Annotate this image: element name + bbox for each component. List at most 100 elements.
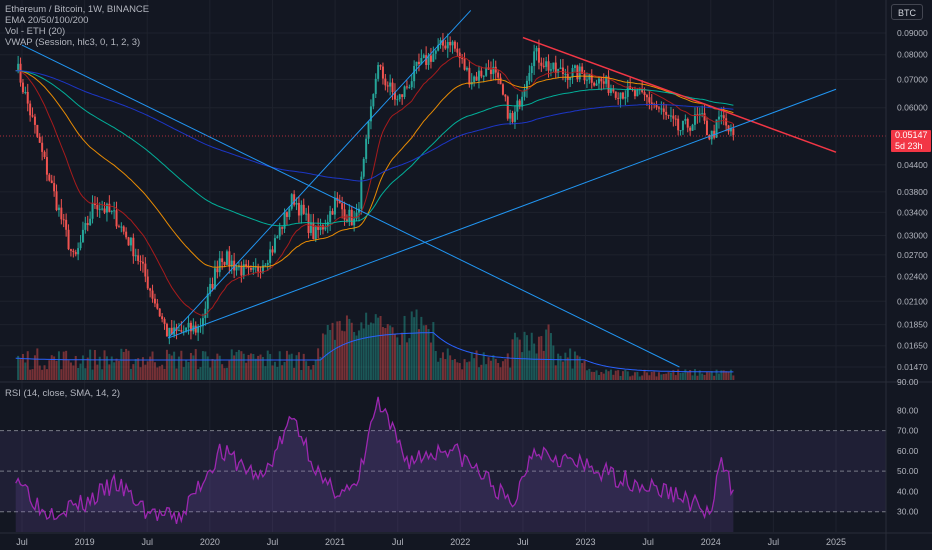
- volume-bar: [566, 357, 569, 380]
- volume-bar: [693, 369, 696, 380]
- candle-body: [338, 200, 341, 204]
- volume-bar: [293, 367, 296, 380]
- candle-body: [614, 91, 617, 98]
- last-price-badge: 0.05147 5d 23h: [891, 130, 931, 152]
- volume-bar: [192, 355, 195, 380]
- volume-bar: [672, 370, 675, 380]
- candle-body: [197, 326, 200, 333]
- candle-body: [240, 266, 243, 276]
- candle-body: [127, 237, 130, 246]
- volume-bar: [101, 369, 104, 380]
- volume-bar: [273, 361, 276, 380]
- candle-body: [473, 76, 476, 83]
- volume-bar: [545, 329, 548, 380]
- volume-bar: [50, 355, 53, 380]
- volume-bar: [420, 316, 423, 380]
- candle-body: [391, 82, 394, 93]
- candle-body: [293, 194, 296, 205]
- volume-bar: [72, 365, 75, 380]
- candle-body: [254, 266, 257, 268]
- candle-body: [607, 76, 610, 93]
- volume-bar: [501, 361, 504, 380]
- candle-body: [307, 213, 310, 233]
- rsi-tick-label: 50.00: [897, 466, 919, 476]
- volume-bar: [362, 328, 365, 380]
- volume-bar: [305, 361, 308, 380]
- volume-bar: [720, 370, 723, 380]
- rsi-legend[interactable]: RSI (14, close, SMA, 14, 2): [5, 388, 121, 399]
- volume-bar: [624, 370, 627, 380]
- volume-bar: [710, 371, 713, 380]
- volume-bar: [645, 372, 648, 380]
- candle-body: [141, 261, 144, 264]
- candle-body: [660, 108, 663, 110]
- volume-bar: [705, 372, 708, 380]
- candle-body: [230, 260, 233, 266]
- volume-bar: [48, 360, 51, 380]
- volume-bar: [21, 354, 24, 380]
- volume-bar: [295, 355, 298, 380]
- candle-body: [725, 118, 728, 126]
- volume-bar: [485, 364, 488, 380]
- volume-bar: [249, 353, 252, 380]
- volume-bar: [703, 374, 706, 380]
- candle-body: [525, 80, 528, 90]
- time-axis[interactable]: Jul 2019 Jul 2020 Jul 2021 Jul 2022 Jul 2023 Jul 20…: [0, 532, 932, 547]
- volume-bar: [677, 369, 680, 380]
- candle-body: [588, 74, 591, 80]
- ema-legend[interactable]: EMA 20/50/100/200: [5, 15, 89, 26]
- candle-body: [81, 229, 84, 243]
- price-axis[interactable]: 0.09000 0.08000 0.07000 0.06000 0.04400 0.038…: [885, 0, 928, 550]
- candle-body: [122, 226, 125, 232]
- candle-body: [96, 205, 99, 210]
- candle-body: [410, 81, 413, 88]
- volume-bar: [453, 359, 456, 380]
- candle-body: [333, 197, 336, 215]
- trendlines[interactable]: [0, 10, 886, 368]
- candle-body: [163, 319, 166, 324]
- candle-body: [110, 210, 113, 212]
- candle-body: [674, 118, 677, 120]
- candle-body: [691, 124, 694, 131]
- candle-body: [36, 124, 39, 137]
- volume-ma-line: [15, 332, 734, 373]
- candle-body: [182, 331, 185, 333]
- candle-body: [213, 268, 216, 289]
- candle-body: [645, 95, 648, 98]
- candle-body: [465, 67, 468, 70]
- candle-body: [657, 107, 660, 109]
- candle-body: [461, 58, 464, 60]
- volume-bar: [137, 358, 140, 380]
- candle-body: [189, 322, 192, 332]
- candle-body: [662, 108, 665, 112]
- candle-body: [216, 268, 219, 273]
- volume-bar: [597, 375, 600, 380]
- vwap-legend[interactable]: VWAP (Session, hlc3, 0, 1, 2, 3): [5, 37, 141, 48]
- candle-body: [300, 204, 303, 216]
- candle-body: [101, 208, 104, 210]
- candle-body: [55, 191, 58, 211]
- volume-bar: [261, 357, 264, 380]
- volume-bar: [473, 358, 476, 380]
- candle-body: [557, 69, 560, 73]
- rsi-tick-label: 60.00: [897, 446, 919, 456]
- candle-body: [321, 225, 324, 230]
- volume-bar: [398, 344, 401, 380]
- candle-body: [17, 63, 20, 71]
- candle-body: [624, 96, 627, 99]
- candle-body: [463, 58, 466, 70]
- candle-body: [384, 78, 387, 86]
- volume-bar: [374, 314, 377, 380]
- candle-body: [703, 113, 706, 121]
- volume-bar: [458, 363, 461, 380]
- volume-bar: [254, 358, 257, 380]
- volume-bar: [230, 349, 233, 380]
- volume-legend[interactable]: Vol - ETH (20): [5, 26, 66, 37]
- candle-body: [633, 90, 636, 97]
- currency-badge[interactable]: BTC: [891, 4, 923, 20]
- volume-bar: [605, 369, 608, 380]
- volume-bar: [314, 359, 317, 380]
- volume-bar: [26, 351, 29, 380]
- volume-bar: [153, 362, 156, 380]
